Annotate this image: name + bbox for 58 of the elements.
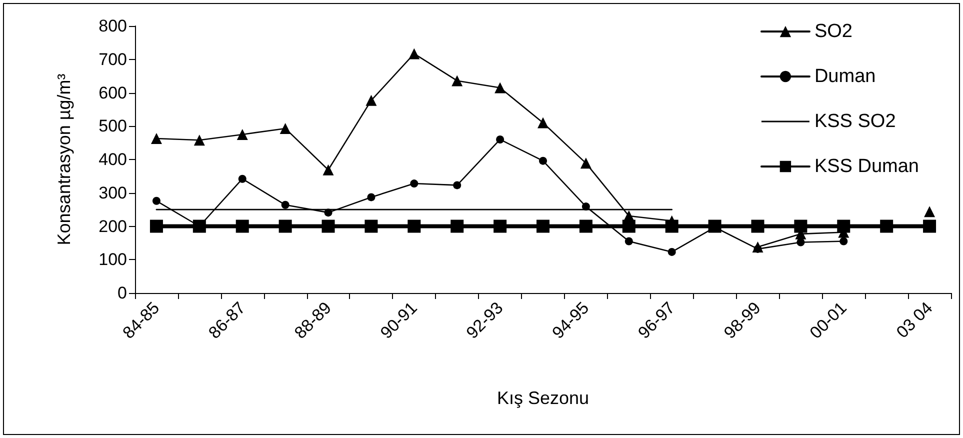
- legend-label: KSS Duman: [814, 156, 919, 177]
- point: [539, 156, 547, 165]
- point: [796, 238, 805, 246]
- point: [408, 220, 421, 233]
- point: [494, 82, 506, 94]
- point: [152, 196, 160, 205]
- point: [536, 220, 550, 233]
- point: [923, 220, 936, 233]
- point: [324, 208, 332, 217]
- point: [880, 220, 894, 233]
- point: [579, 220, 592, 233]
- x-tick-label: 03 04: [892, 298, 936, 342]
- point: [408, 48, 420, 60]
- legend-label: KSS SO2: [814, 111, 896, 132]
- point: [278, 220, 292, 233]
- point: [582, 202, 590, 211]
- point: [281, 200, 290, 209]
- y-tick-label: 700: [98, 50, 127, 69]
- point: [194, 134, 205, 146]
- x-axis-title: Kış Sezonu: [496, 388, 590, 408]
- point: [580, 158, 592, 169]
- point: [494, 220, 507, 233]
- point: [924, 206, 936, 218]
- point: [322, 220, 335, 233]
- y-tick-label: 800: [98, 16, 127, 36]
- point: [452, 75, 463, 86]
- y-tick-label: 600: [98, 83, 127, 102]
- point: [410, 180, 418, 188]
- y-tick-label: 100: [98, 250, 127, 270]
- point: [236, 220, 249, 233]
- point: [794, 220, 808, 233]
- point: [450, 220, 464, 233]
- point: [840, 237, 848, 246]
- point: [238, 174, 246, 183]
- y-axis-title: Konsantrasyon µg/m³: [54, 74, 74, 246]
- point: [751, 220, 764, 233]
- y-tick-label: 0: [118, 284, 127, 302]
- point: [150, 220, 163, 233]
- y-tick-label: 300: [98, 183, 127, 202]
- y-tick-label: 200: [98, 216, 127, 236]
- point: [322, 164, 334, 176]
- point: [496, 135, 504, 144]
- point: [280, 122, 291, 134]
- y-tick-label: 400: [98, 150, 127, 169]
- point: [453, 181, 462, 190]
- point: [668, 248, 676, 256]
- point: [236, 128, 248, 140]
- point: [364, 220, 378, 233]
- legend-label: SO2: [814, 21, 852, 42]
- legend-label: Duman: [814, 66, 876, 87]
- point: [367, 193, 376, 202]
- point: [623, 210, 634, 222]
- point: [366, 94, 377, 106]
- point: [624, 237, 633, 246]
- point: [150, 132, 162, 144]
- point: [622, 220, 636, 233]
- y-tick-label: 500: [98, 116, 127, 136]
- point: [538, 117, 548, 128]
